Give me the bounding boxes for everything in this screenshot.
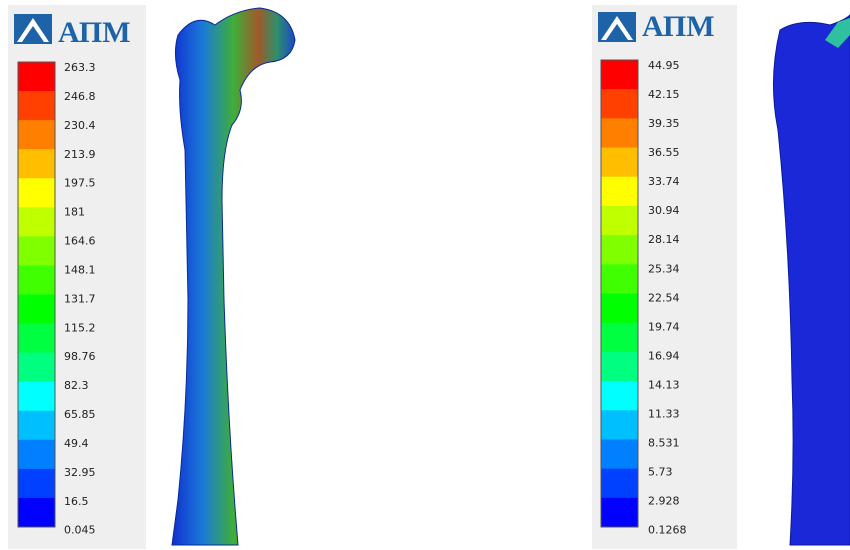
legend-label: 28.14 (648, 233, 680, 246)
legend-band (18, 295, 55, 325)
legend-band (601, 294, 638, 324)
legend-band (601, 323, 638, 353)
legend-label: 82.3 (64, 379, 89, 392)
legend-band (601, 352, 638, 382)
legend-label: 22.54 (648, 291, 680, 304)
legend-label: 148.1 (64, 263, 96, 276)
legend-band (601, 235, 638, 265)
legend-label: 19.74 (648, 320, 680, 333)
bone-model (773, 15, 850, 545)
legend-band (601, 439, 638, 469)
legend-label: 263.3 (64, 61, 96, 74)
legend-label: 11.33 (648, 407, 680, 420)
legend-label: 36.55 (648, 146, 680, 159)
screen: АПМ АПМ 263.3 246.8 230.4 213.9 197.5 181 164.… (0, 0, 850, 550)
legend-label: 49.4 (64, 437, 89, 450)
legend-label: 44.95 (648, 59, 680, 72)
legend-label: 16.5 (64, 495, 89, 508)
legend-band (601, 118, 638, 148)
legend-label: 14.13 (648, 378, 680, 391)
legend-band (601, 498, 638, 528)
logo-icon (598, 12, 636, 42)
bone-model (172, 8, 295, 545)
legend-band (18, 120, 55, 150)
legend-band (18, 62, 55, 92)
legend-band (601, 177, 638, 207)
legend-band (601, 264, 638, 294)
legend-label: 25.34 (648, 262, 680, 275)
legend-band (18, 382, 55, 412)
legend-band (601, 381, 638, 411)
legend-label: 230.4 (64, 119, 96, 132)
legend-label: 115.2 (64, 321, 96, 334)
legend-label: 246.8 (64, 90, 96, 103)
legend-band (18, 411, 55, 441)
legend-label: 131.7 (64, 292, 96, 305)
legend-band (18, 91, 55, 121)
legend-label: 33.74 (648, 175, 680, 188)
legend-label: 65.85 (64, 408, 96, 421)
legend-label: 30.94 (648, 204, 680, 217)
legend-band (601, 410, 638, 440)
legend-label: 2.928 (648, 495, 680, 508)
legend-band (18, 207, 55, 237)
legend-band (18, 353, 55, 383)
legend-band (18, 265, 55, 295)
legend-band (18, 178, 55, 208)
legend-band (18, 324, 55, 354)
legend-band (18, 498, 55, 528)
legend-band (601, 89, 638, 119)
legend-band (601, 206, 638, 236)
legend-band (601, 148, 638, 178)
legend-label: 39.35 (648, 117, 680, 130)
logo-icon (14, 14, 52, 44)
legend-label: 5.73 (648, 466, 673, 479)
legend-label: 0.045 (64, 524, 96, 537)
legend-band (601, 469, 638, 499)
legend-label: 197.5 (64, 177, 96, 190)
legend-label: 181 (64, 206, 85, 219)
legend-band (18, 469, 55, 499)
legend-label: 8.531 (648, 437, 680, 450)
legend-label: 164.6 (64, 235, 96, 248)
legend-label: 213.9 (64, 148, 96, 161)
legend-band (18, 236, 55, 266)
legend-label: 98.76 (64, 350, 96, 363)
logo-text: АПМ (58, 16, 131, 49)
logo-text: АПМ (642, 10, 715, 43)
legend-label: 42.15 (648, 88, 680, 101)
legend-label: 16.94 (648, 349, 680, 362)
legend-band (601, 60, 638, 90)
legend-band (18, 149, 55, 179)
legend-label: 0.1268 (648, 524, 687, 537)
legend-band (18, 440, 55, 470)
legend-label: 32.95 (64, 466, 96, 479)
